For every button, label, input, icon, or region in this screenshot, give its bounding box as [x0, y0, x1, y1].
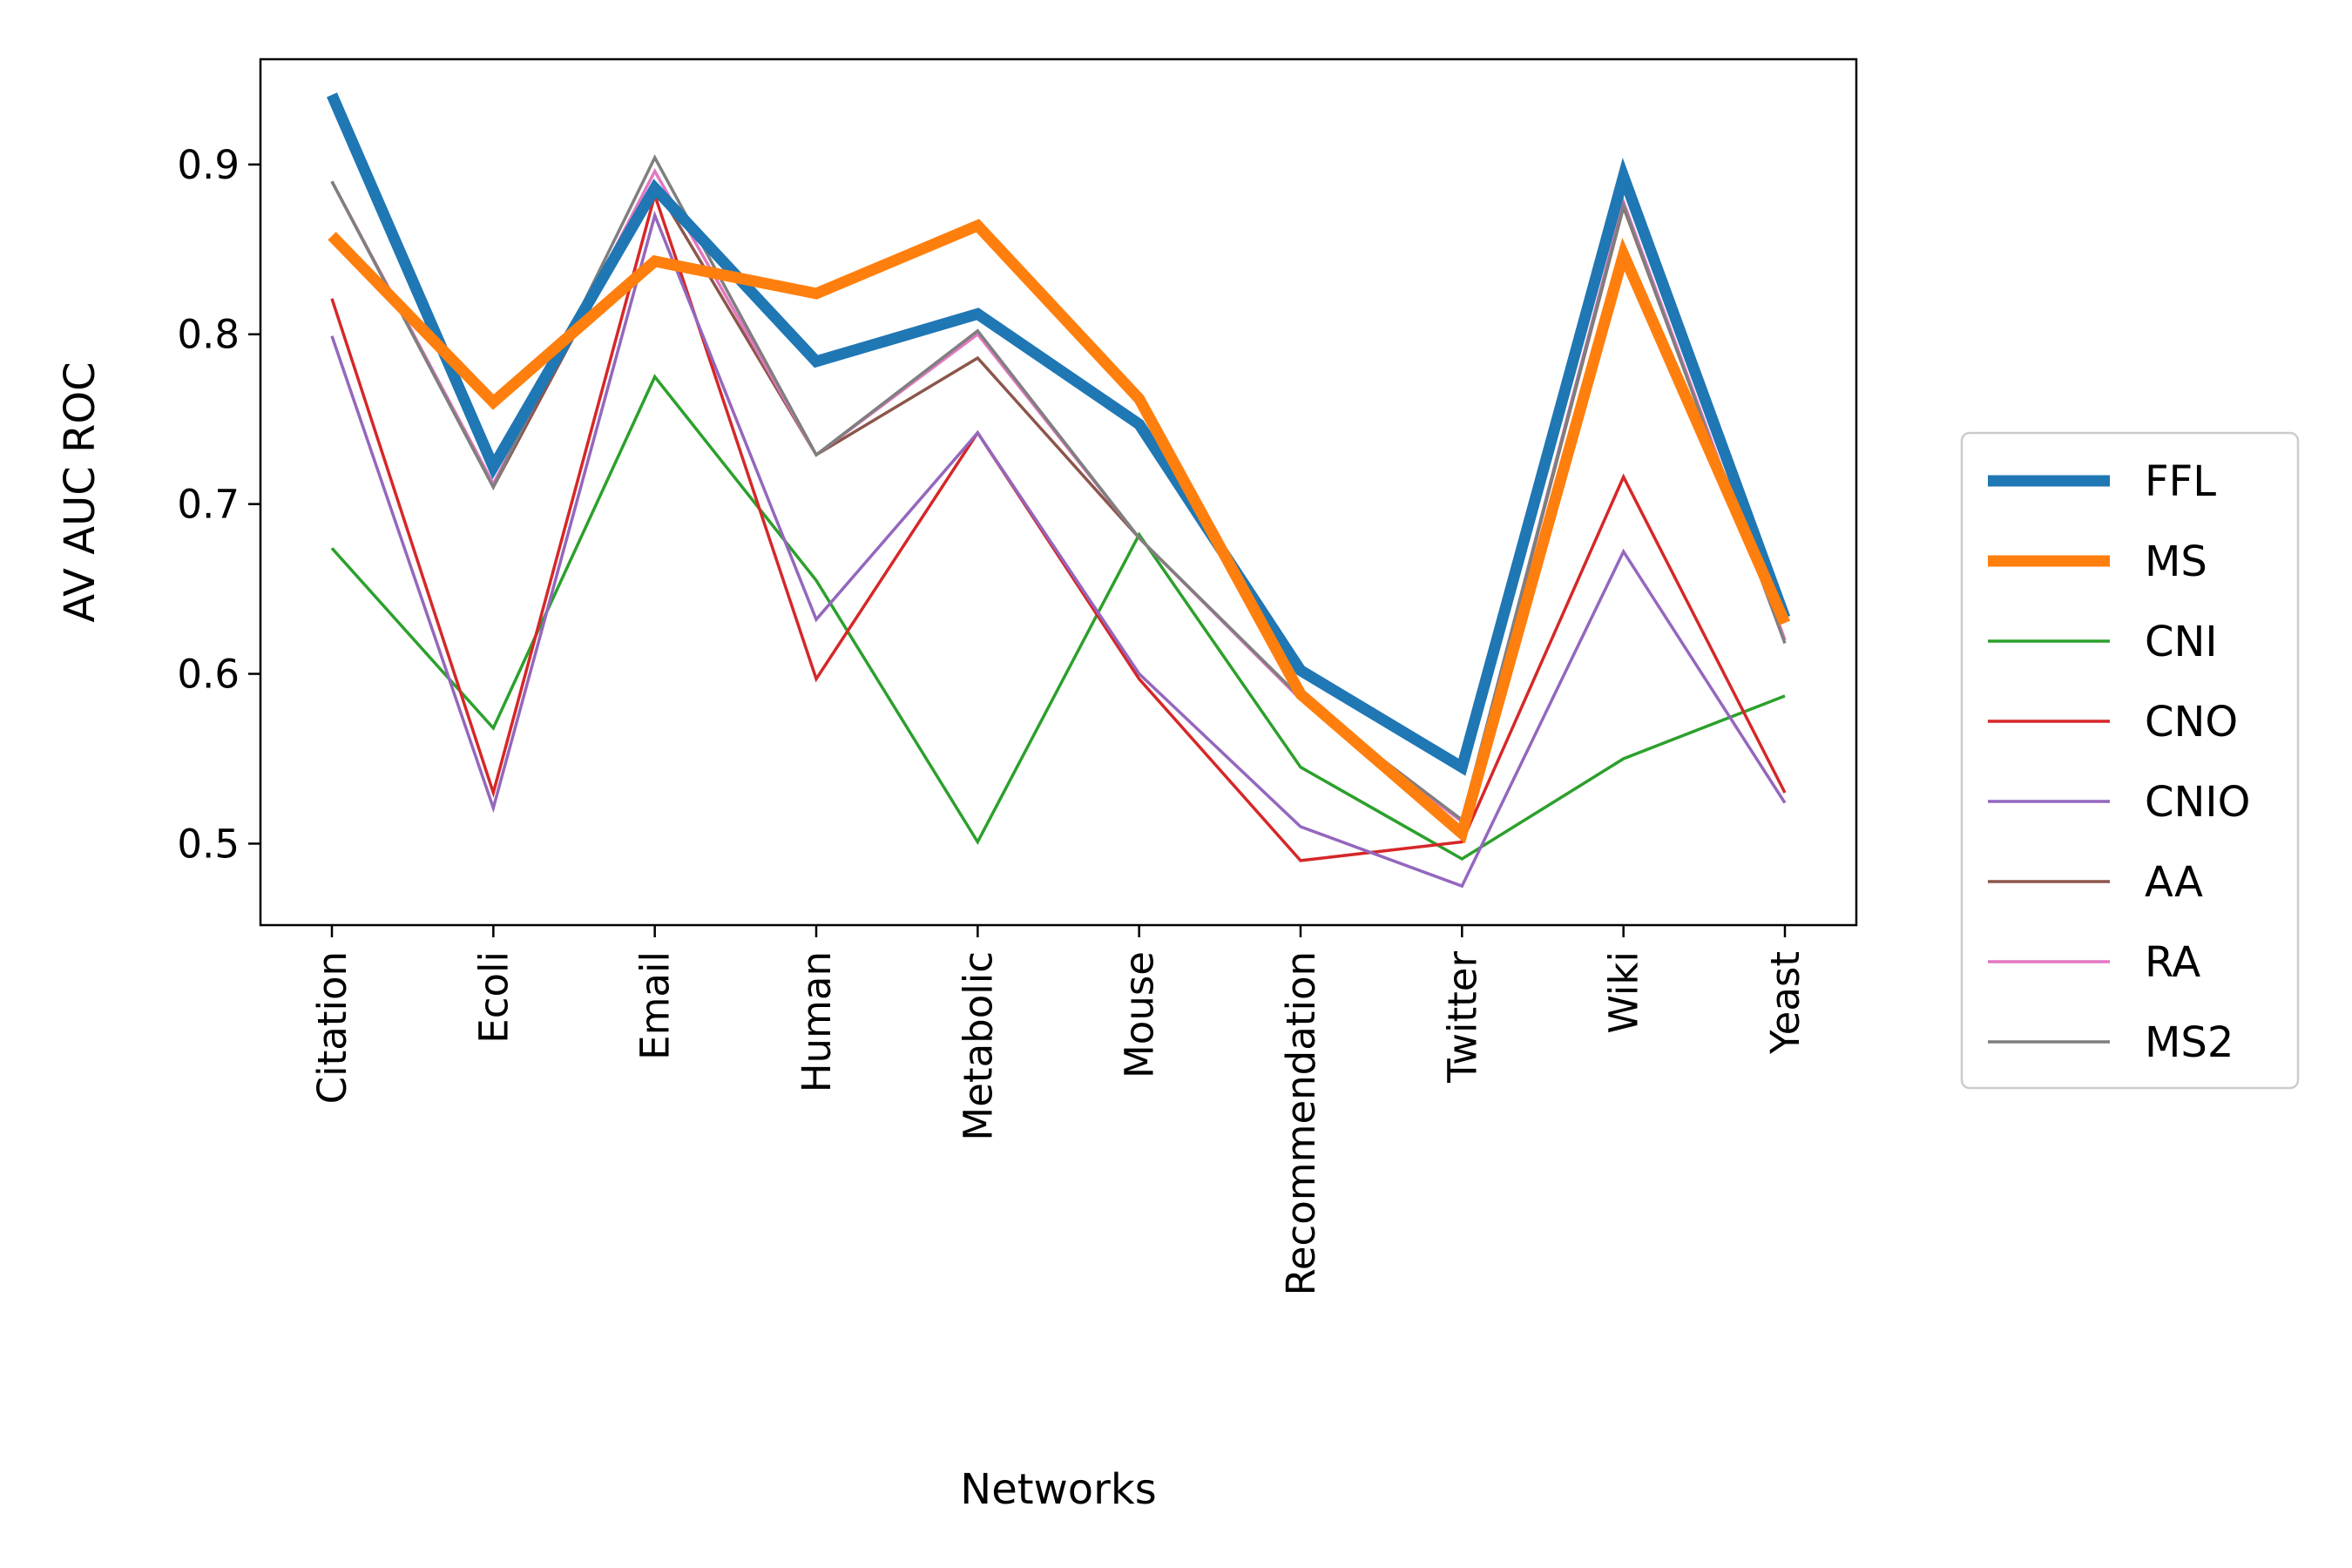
x-tick-label-human: Human: [794, 951, 840, 1092]
x-tick-label-twitter: Twitter: [1439, 951, 1485, 1084]
y-tick-label: 0.7: [177, 482, 240, 528]
x-tick-label-ecoli: Ecoli: [470, 951, 517, 1044]
series-line-cni: [330, 374, 1786, 862]
legend-box: [1960, 431, 2300, 1090]
series-layer: [327, 92, 1791, 889]
y-axis: 0.5 0.6 0.7 0.8 0.9: [177, 142, 260, 867]
x-axis: Citation Ecoli Email Human Metabolic Mouse Rec…: [309, 925, 1808, 1295]
x-axis-label: Networks: [960, 1465, 1156, 1514]
x-tick-label-recommendation: Recommendation: [1278, 951, 1324, 1295]
x-tick-label-email: Email: [632, 951, 679, 1060]
legend-label-ra: RA: [2145, 938, 2200, 987]
y-tick-label: 0.5: [177, 821, 240, 867]
y-tick-label: 0.6: [177, 652, 240, 698]
x-tick-label-citation: Citation: [309, 951, 355, 1104]
x-tick-label-mouse: Mouse: [1117, 951, 1163, 1078]
legend-label-ffl: FFL: [2145, 457, 2216, 506]
y-axis-label: AV AUC ROC: [56, 362, 105, 622]
legend-label-cni: CNI: [2145, 618, 2218, 666]
x-tick-label-metabolic: Metabolic: [955, 951, 1001, 1141]
y-tick-label: 0.9: [177, 142, 240, 188]
legend-label-cno: CNO: [2145, 698, 2238, 747]
legend-label-aa: AA: [2145, 858, 2203, 907]
series-line-cnio: [330, 210, 1787, 889]
x-tick-label-yeast: Yeast: [1762, 951, 1808, 1055]
legend-label-ms2: MS2: [2145, 1018, 2234, 1067]
plot-frame: [259, 57, 1858, 927]
series-line-ms: [328, 219, 1790, 844]
legend-label-cnio: CNIO: [2145, 778, 2250, 827]
x-tick-label-wiki: Wiki: [1601, 951, 1647, 1034]
legend-label-ms: MS: [2145, 537, 2207, 586]
legend: FFL MS CNI CNO CNIO AA RA MS2: [1960, 431, 2300, 1090]
y-tick-label: 0.8: [177, 312, 240, 358]
